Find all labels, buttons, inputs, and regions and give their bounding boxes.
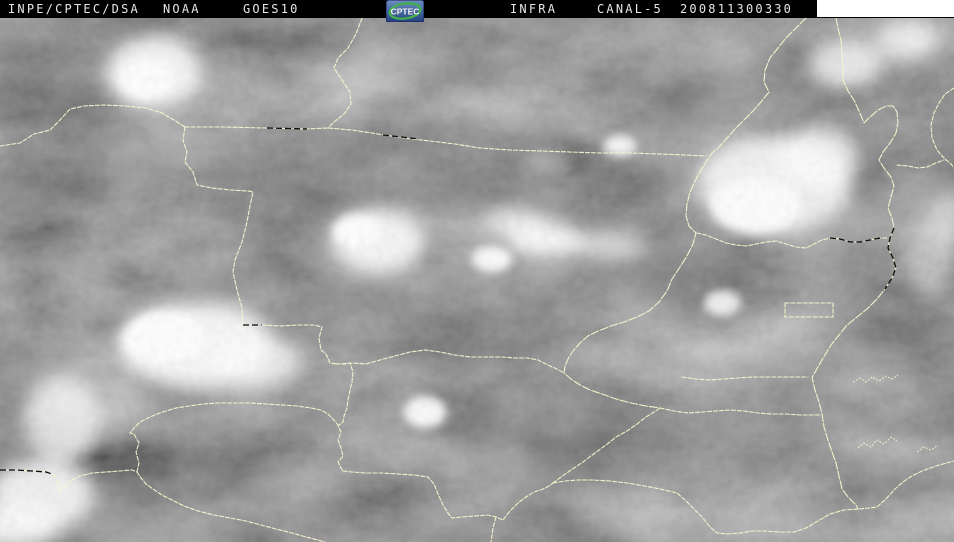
cptec-logo: CPTEC (386, 0, 424, 22)
header-satellite: GOES10 (243, 2, 300, 16)
header-right-strip (817, 0, 954, 17)
header-bar: INPE/CPTEC/DSA NOAA GOES10 INFRA CANAL-5… (0, 0, 954, 18)
boundary-lines (0, 17, 954, 542)
header-channel-type: INFRA (510, 2, 558, 16)
image-grain (0, 18, 954, 542)
rectangular-boundary (784, 302, 834, 318)
river-squiggle (857, 436, 898, 449)
logo-text: CPTEC (391, 7, 420, 17)
logo-green-ring (388, 2, 422, 20)
header-timestamp: 200811300330 (680, 2, 794, 16)
header-agency: INPE/CPTEC/DSA (8, 2, 140, 16)
river-squiggle (916, 444, 939, 453)
header-operator: NOAA (163, 2, 201, 16)
header-channel: CANAL-5 (597, 2, 663, 16)
